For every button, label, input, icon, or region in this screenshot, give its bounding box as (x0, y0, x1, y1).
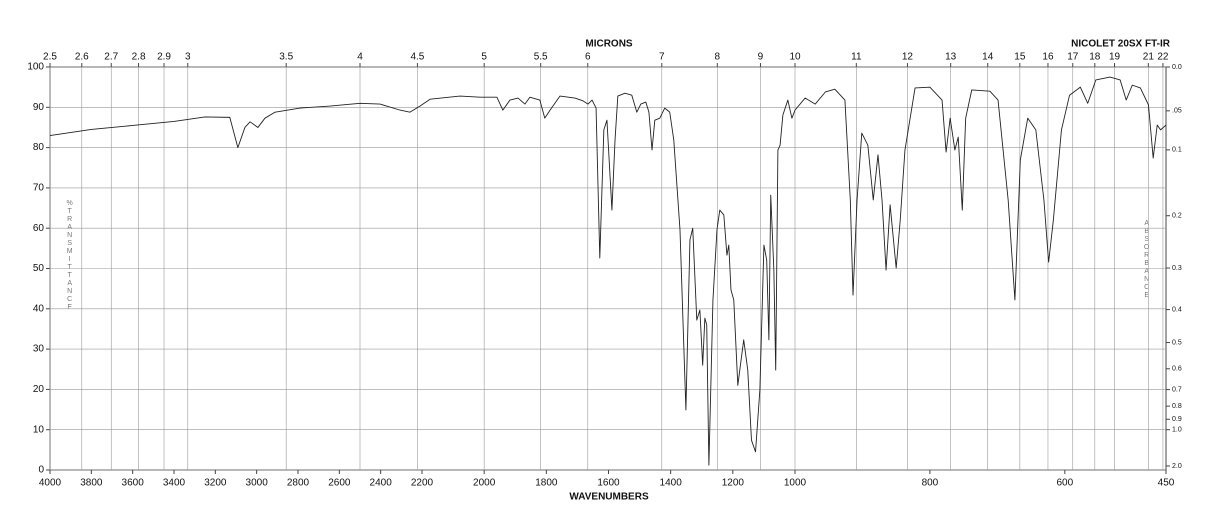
x-tick-label: 4000 (39, 478, 62, 489)
x2-tick-label: 16 (1042, 52, 1054, 63)
x2-tick-label: 5.5 (534, 52, 548, 63)
x2-tick-label: 4 (357, 52, 363, 63)
x-tick-label: 800 (922, 478, 939, 489)
x2-tick-label: 14 (982, 52, 994, 63)
x2-tick-label: 17 (1067, 52, 1079, 63)
x-tick-label: 2600 (328, 478, 351, 489)
x-tick-label: 3800 (80, 478, 103, 489)
x2-tick-label: 3.5 (279, 52, 293, 63)
y-tick-label: 10 (33, 424, 45, 435)
x2-tick-label: 19 (1109, 52, 1121, 63)
y2-tick-label: 0.8 (1172, 403, 1182, 410)
y2-tick-label: 0.4 (1172, 306, 1182, 313)
y2-tick-label: 0.0 (1172, 64, 1182, 71)
x2-tick-label: 2.8 (132, 52, 146, 63)
x2-tick-label: 7 (659, 52, 665, 63)
x2-tick-label: 13 (945, 52, 957, 63)
x2-tick-label: 2.7 (104, 52, 118, 63)
x2-tick-label: 10 (789, 52, 801, 63)
y2-tick-label: 0.6 (1172, 366, 1182, 373)
y2-tick-label: 0.9 (1172, 416, 1182, 423)
y2-axis-title: ABSORBANCE (1143, 220, 1150, 300)
chart-title: NICOLET 20SX FT-IR (1071, 39, 1171, 50)
y-tick-label: 30 (33, 344, 45, 355)
x-tick-label: 2800 (287, 478, 310, 489)
y2-tick-label: 0.7 (1172, 386, 1182, 393)
x2-tick-label: 5 (481, 52, 487, 63)
y-tick-label: 50 (33, 263, 45, 274)
y-tick-label: 0 (38, 465, 44, 476)
x-tick-label: 1200 (722, 478, 745, 489)
y2-tick-label: 0.2 (1172, 213, 1182, 220)
x2-tick-label: 8 (715, 52, 721, 63)
x2-tick-label: 6 (585, 52, 591, 63)
x-axis-title: WAVENUMBERS (569, 492, 649, 503)
x2-tick-label: 12 (902, 52, 914, 63)
y2-tick-label: 0.1 (1172, 147, 1182, 154)
x2-tick-label: 11 (851, 52, 862, 63)
x2-tick-label: 2.6 (75, 52, 89, 63)
x-tick-label: 2400 (370, 478, 393, 489)
x-tick-label: 600 (1056, 478, 1073, 489)
x-tick-label: 1600 (597, 478, 620, 489)
x2-tick-label: 9 (758, 52, 764, 63)
y2-tick-label: 0.3 (1172, 265, 1182, 272)
y-tick-label: 60 (33, 223, 45, 234)
x2-tick-label: 22 (1157, 52, 1169, 63)
x-tick-label: 1000 (784, 478, 807, 489)
x-tick-label: 2000 (473, 478, 496, 489)
x-tick-label: 3000 (246, 478, 269, 489)
x-tick-label: 450 (1158, 478, 1175, 489)
x2-axis-title: MICRONS (585, 39, 633, 50)
x-tick-label: 3400 (163, 478, 186, 489)
x-tick-label: 1800 (535, 478, 558, 489)
x-tick-label: 2200 (411, 478, 434, 489)
x2-tick-label: 3 (185, 52, 191, 63)
y-tick-label: 70 (33, 183, 45, 194)
x2-tick-label: 18 (1089, 52, 1101, 63)
x2-tick-label: 15 (1014, 52, 1026, 63)
x-tick-label: 3200 (204, 478, 227, 489)
x-tick-label: 1400 (660, 478, 683, 489)
y-tick-label: 80 (33, 142, 45, 153)
y-tick-label: 40 (33, 303, 45, 314)
y-tick-label: 90 (33, 102, 45, 113)
y-tick-label: 100 (27, 62, 44, 73)
y2-tick-label: 2.0 (1172, 463, 1182, 470)
x2-tick-label: 21 (1143, 52, 1155, 63)
y2-tick-label: 0.5 (1172, 339, 1182, 346)
y-tick-label: 20 (33, 384, 45, 395)
y-axis-title: %TRANSMITTANCE (66, 200, 73, 312)
x2-tick-label: 4.5 (410, 52, 424, 63)
y2-tick-label: 1.0 (1172, 427, 1182, 434)
x2-tick-label: 2.5 (43, 52, 57, 63)
x-tick-label: 3600 (122, 478, 145, 489)
y2-tick-label: .05 (1172, 108, 1182, 115)
spectrum-line (49, 76, 1167, 466)
x2-tick-label: 2.9 (157, 52, 171, 63)
